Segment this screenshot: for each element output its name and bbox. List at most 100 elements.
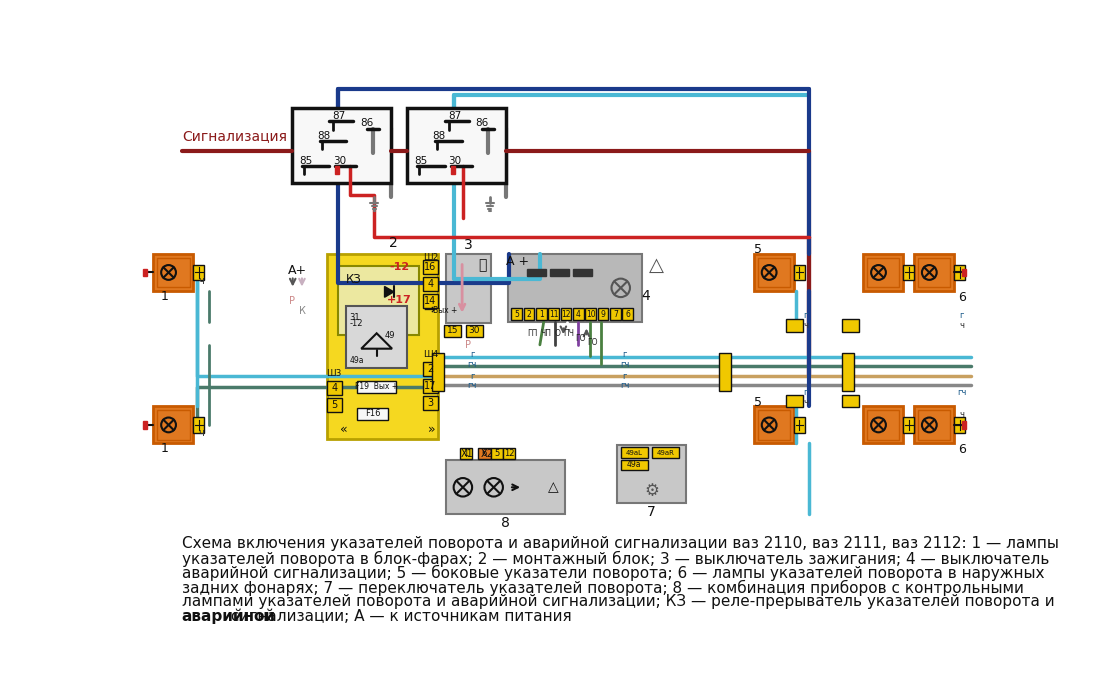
Text: 5: 5 [331, 400, 337, 410]
Text: 88: 88 [432, 131, 445, 141]
Text: Схема включения указателей поворота и аварийной сигнализации ваз 2110, ваз 2111,: Схема включения указателей поворота и ав… [182, 536, 1059, 551]
Text: гч: гч [620, 361, 629, 370]
Bar [327, 398, 342, 412]
Text: 14: 14 [424, 296, 437, 306]
Text: 49: 49 [384, 331, 395, 340]
Bar [787, 395, 803, 407]
Text: F19  Вых +: F19 Вых + [356, 382, 398, 391]
Text: гч: гч [467, 361, 477, 370]
Bar [459, 448, 473, 459]
Bar [142, 268, 148, 276]
Text: -12: -12 [389, 262, 410, 272]
Text: 5: 5 [754, 396, 761, 409]
Text: 5: 5 [514, 309, 520, 318]
Text: 6: 6 [958, 443, 966, 456]
Polygon shape [384, 286, 394, 298]
Text: 31: 31 [350, 313, 360, 322]
Bar [508, 254, 642, 322]
Text: 86: 86 [476, 118, 489, 128]
Text: О: О [555, 329, 560, 338]
Bar [358, 408, 388, 419]
Text: 4: 4 [642, 289, 651, 303]
Text: 7: 7 [613, 309, 618, 318]
Text: 49aR: 49aR [656, 450, 675, 455]
Bar [194, 417, 205, 432]
Bar [719, 352, 731, 391]
Text: ч: ч [959, 410, 964, 419]
Text: гч: гч [957, 388, 966, 397]
Bar [868, 258, 899, 287]
Text: 86: 86 [360, 118, 373, 128]
Text: 1: 1 [161, 442, 168, 455]
Text: 5: 5 [494, 449, 499, 458]
Bar [754, 406, 794, 444]
Text: 6: 6 [481, 449, 487, 458]
Bar [560, 308, 571, 320]
Bar [622, 308, 633, 320]
Text: 30: 30 [333, 156, 346, 165]
Bar [904, 265, 915, 280]
Bar [423, 260, 439, 274]
Text: ПЧ: ПЧ [563, 329, 574, 338]
Bar [548, 308, 559, 320]
Bar [446, 254, 490, 323]
Text: 17: 17 [424, 381, 437, 391]
Text: ГО: ГО [587, 338, 597, 347]
Bar [754, 254, 794, 291]
Bar [423, 277, 439, 291]
Bar [758, 410, 790, 439]
Text: 30: 30 [449, 156, 462, 165]
Text: 4: 4 [575, 309, 581, 318]
Text: ч: ч [959, 321, 964, 330]
Text: 7: 7 [648, 505, 656, 519]
Bar [336, 166, 339, 174]
Text: ч: ч [198, 428, 203, 439]
Bar [451, 166, 455, 174]
Text: Ш3: Ш3 [327, 369, 342, 378]
Bar [652, 447, 679, 458]
Text: г: г [470, 372, 475, 381]
Text: гч: гч [620, 381, 629, 390]
Bar [863, 254, 904, 291]
Text: ч: ч [198, 276, 203, 286]
Text: 15: 15 [447, 327, 458, 336]
Bar [863, 406, 904, 444]
Bar [918, 410, 951, 439]
Bar [524, 308, 535, 320]
Bar [868, 410, 899, 439]
Text: 8: 8 [501, 516, 510, 531]
Text: ⚙: ⚙ [644, 482, 659, 500]
Bar [620, 459, 648, 471]
Text: 87: 87 [333, 111, 346, 121]
Text: 3: 3 [428, 398, 433, 408]
Text: F16: F16 [365, 409, 381, 418]
Bar [617, 445, 686, 502]
Text: 85: 85 [299, 156, 313, 165]
Text: 16: 16 [424, 262, 437, 272]
Text: аварийной: аварийной [182, 609, 276, 624]
Bar [423, 362, 439, 376]
Bar [915, 254, 954, 291]
Text: 6: 6 [958, 291, 966, 304]
Text: 9: 9 [601, 309, 605, 318]
Bar [327, 381, 342, 395]
Text: Вых +: Вых + [433, 306, 457, 315]
Bar [158, 410, 189, 439]
Bar [358, 381, 396, 392]
Text: 11: 11 [549, 309, 559, 318]
Text: 6: 6 [626, 309, 630, 318]
Bar [918, 258, 951, 287]
Text: △: △ [548, 480, 559, 494]
Text: 49a: 49a [627, 460, 641, 469]
Text: Сигнализация: Сигнализация [182, 129, 287, 143]
Bar [158, 258, 189, 287]
Bar [478, 448, 490, 459]
Text: гч: гч [467, 381, 477, 390]
Bar [407, 109, 507, 183]
Bar [954, 417, 965, 432]
Bar [142, 421, 148, 429]
Text: X1: X1 [462, 449, 474, 459]
Bar [573, 308, 584, 320]
Bar [536, 308, 547, 320]
Text: ч: ч [803, 321, 808, 330]
